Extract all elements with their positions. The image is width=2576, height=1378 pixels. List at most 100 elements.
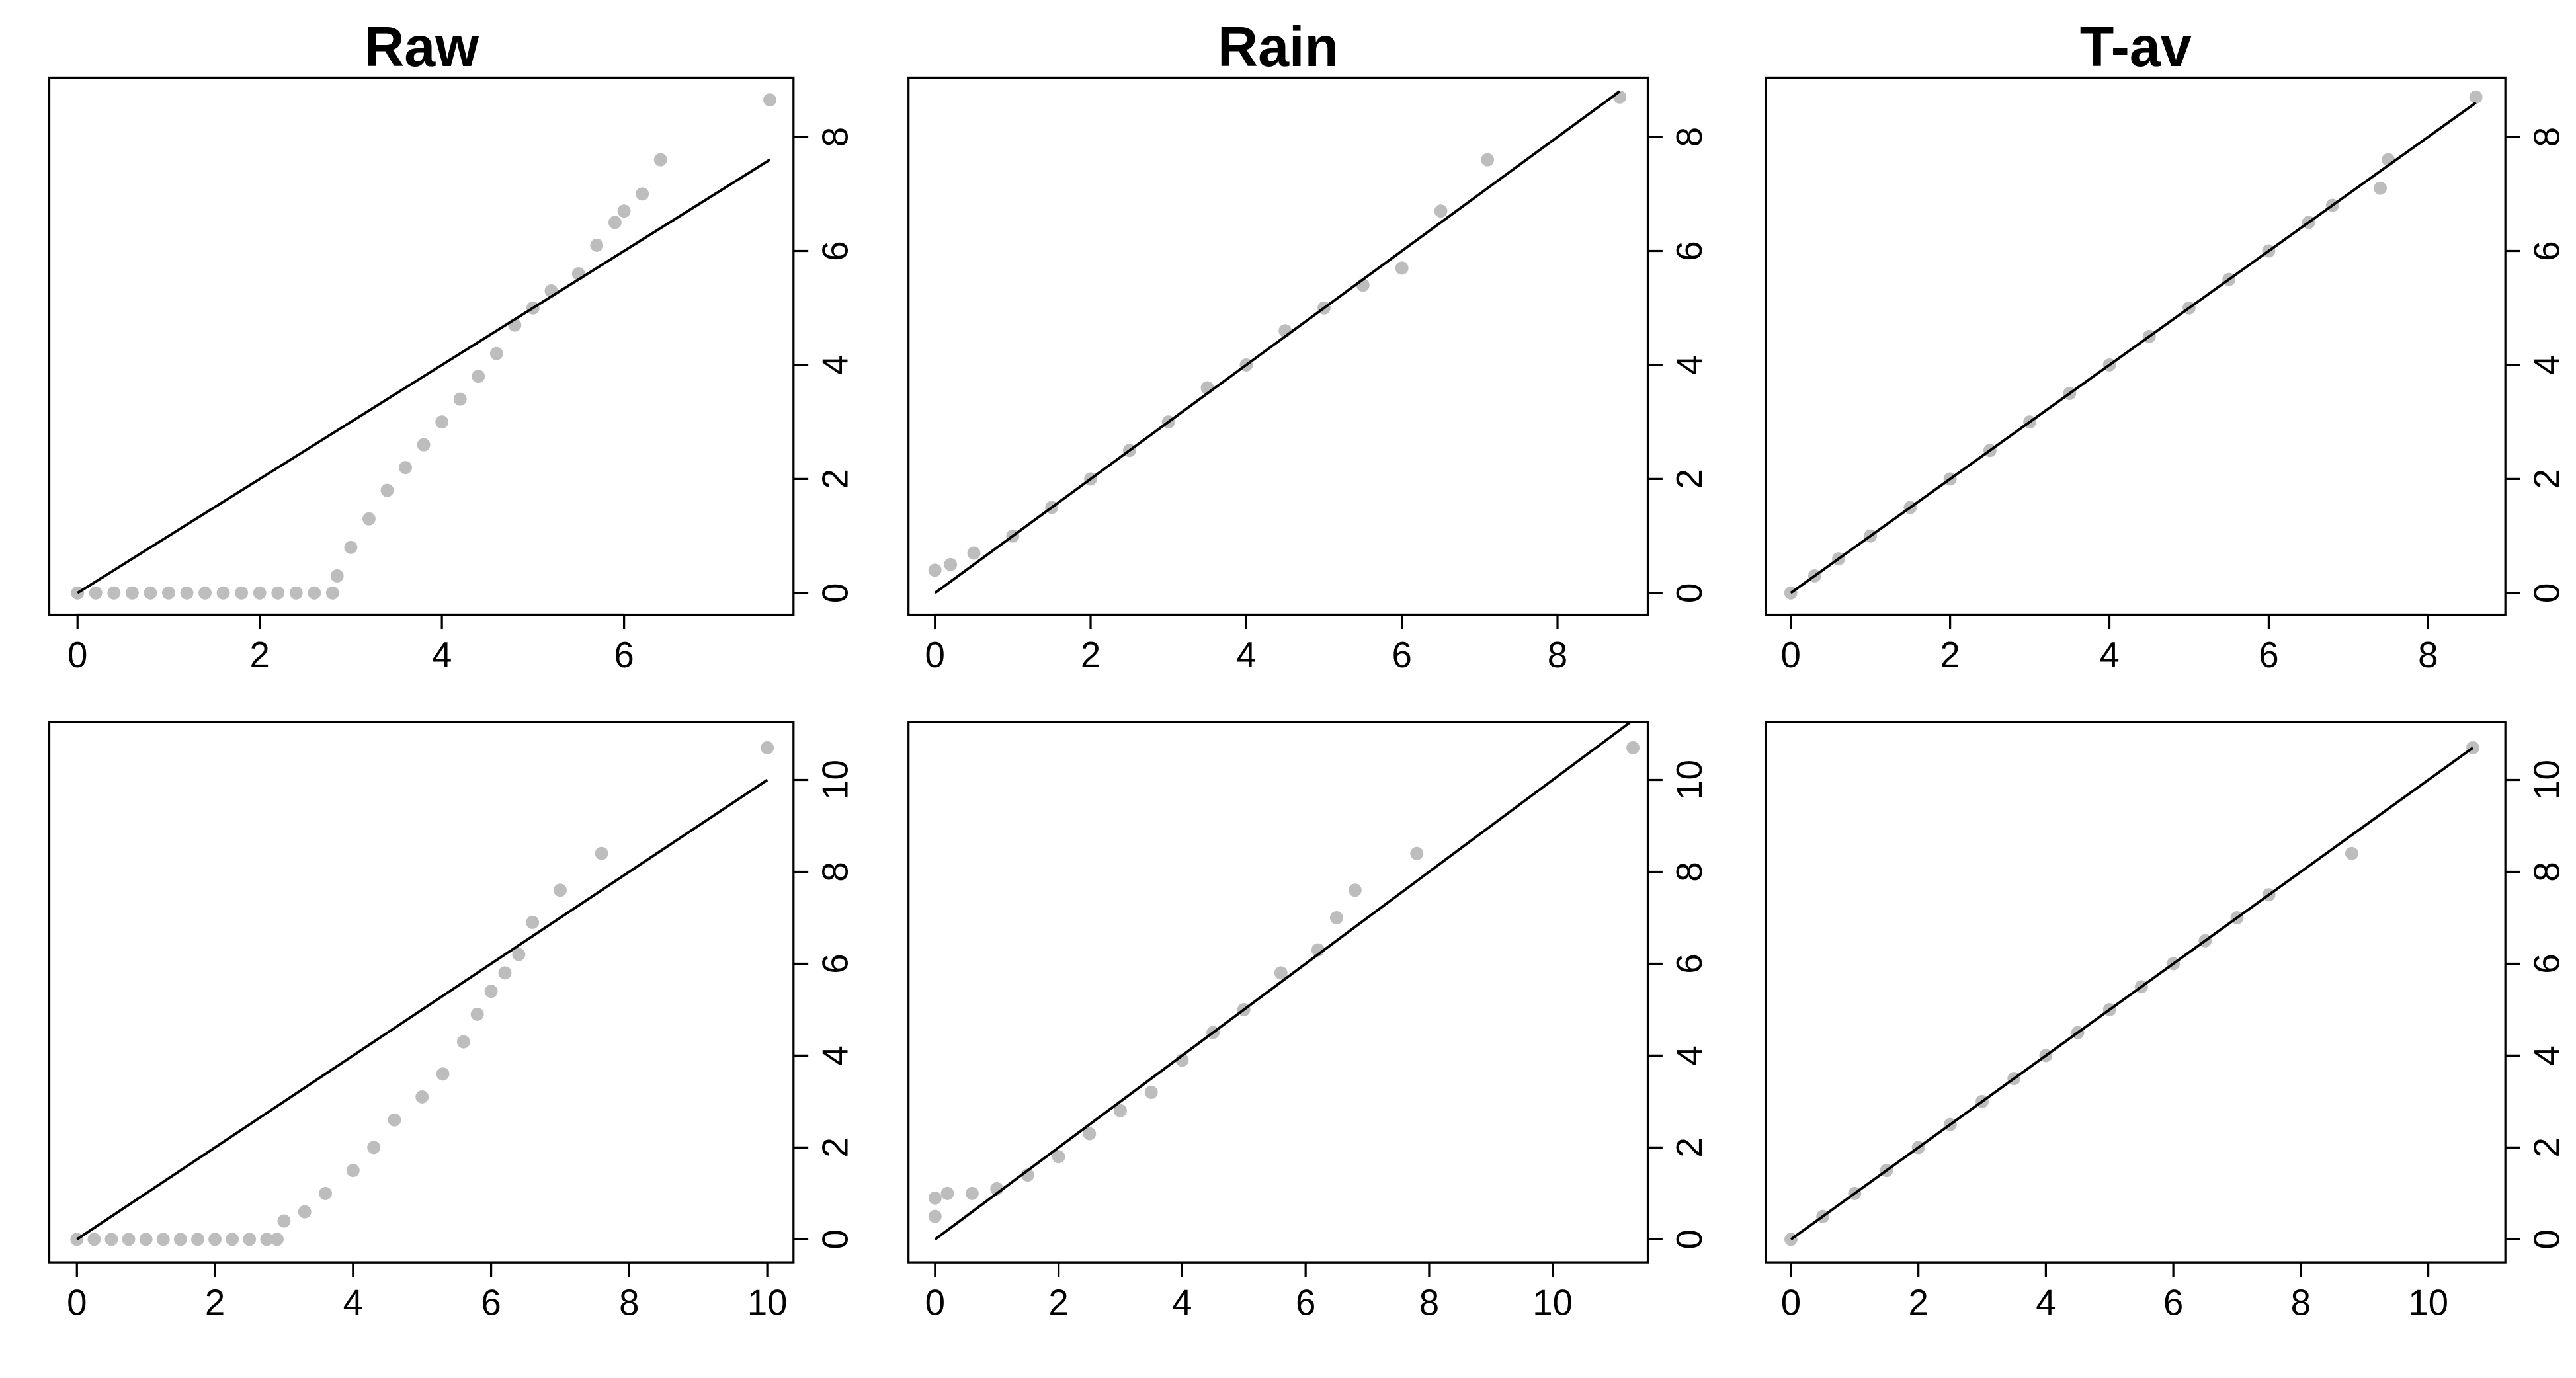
- y-tick-label: 10: [814, 760, 855, 800]
- y-tick-label: 8: [2526, 127, 2567, 147]
- y-tick-label: 0: [1669, 583, 1710, 604]
- point: [1410, 846, 1424, 860]
- point: [208, 1233, 222, 1246]
- point: [928, 1209, 942, 1223]
- point: [180, 586, 194, 600]
- panel-title: Raw: [364, 15, 479, 78]
- point: [89, 586, 103, 600]
- panel: Raw 0 2 4 6 0 2 4 6 8: [48, 15, 855, 675]
- point: [144, 586, 157, 600]
- plot-frame: [48, 721, 795, 1264]
- point: [277, 1214, 291, 1228]
- point: [71, 586, 85, 600]
- point: [319, 1186, 333, 1200]
- panel-title: Rain: [1218, 15, 1339, 78]
- point: [489, 346, 503, 360]
- y-tick-label: 2: [2526, 469, 2567, 489]
- x-tick-label: 4: [343, 1281, 363, 1322]
- y-tick-label: 0: [814, 1229, 855, 1250]
- point: [1329, 911, 1343, 924]
- point: [2469, 90, 2483, 104]
- point: [122, 1233, 136, 1246]
- point: [1083, 1127, 1097, 1141]
- point: [2345, 846, 2358, 860]
- y-tick-label: 2: [814, 1137, 855, 1158]
- point: [512, 948, 526, 961]
- x-tick-label: 10: [1532, 1281, 1573, 1322]
- point: [1144, 1086, 1158, 1099]
- point: [484, 985, 498, 998]
- point: [763, 93, 776, 107]
- x-tick-label: 6: [2163, 1281, 2183, 1322]
- y-tick-label: 4: [814, 355, 855, 376]
- y-tick-label: 8: [2526, 862, 2567, 882]
- x-tick-label: 6: [2259, 634, 2278, 675]
- point: [470, 1007, 484, 1021]
- y-tick-label: 6: [814, 953, 855, 974]
- point: [260, 1233, 274, 1246]
- point: [191, 1233, 204, 1246]
- y-tick-label: 2: [2526, 1137, 2567, 1158]
- point: [595, 846, 608, 860]
- point: [1274, 966, 1288, 980]
- x-tick-label: 8: [619, 1281, 639, 1322]
- x-tick-label: 10: [2408, 1281, 2448, 1322]
- y-tick-label: 8: [814, 862, 855, 882]
- point: [1434, 204, 1448, 218]
- x-tick-label: 0: [925, 634, 944, 675]
- plot-frame: [907, 721, 1649, 1264]
- point: [761, 741, 774, 754]
- panel: 0 2 4 6 8 10 0 2 4 6 8 10: [1765, 721, 2567, 1323]
- point: [253, 586, 267, 600]
- y-tick-label: 4: [2526, 1045, 2567, 1066]
- point: [453, 392, 467, 406]
- y-tick-label: 6: [2526, 953, 2567, 974]
- point: [940, 1186, 954, 1200]
- point: [590, 238, 604, 252]
- y-tick-label: 2: [814, 469, 855, 489]
- point: [107, 586, 121, 600]
- y-tick-label: 6: [1669, 241, 1710, 261]
- x-tick-label: 4: [2099, 634, 2119, 675]
- x-tick-label: 4: [2036, 1281, 2056, 1322]
- x-tick-label: 0: [1781, 634, 1801, 675]
- y-tick-label: 0: [2526, 583, 2567, 604]
- point: [1626, 741, 1640, 754]
- y-tick-label: 6: [2526, 241, 2567, 261]
- point: [125, 586, 139, 600]
- y-tick-label: 4: [1669, 355, 1710, 376]
- point: [198, 586, 212, 600]
- point: [965, 1186, 979, 1200]
- x-tick-label: 4: [432, 634, 452, 675]
- point: [617, 204, 631, 218]
- y-tick-label: 0: [2526, 1229, 2567, 1250]
- point: [1481, 153, 1495, 167]
- point: [388, 1113, 401, 1127]
- x-tick-label: 0: [925, 1281, 945, 1322]
- point: [325, 586, 339, 600]
- point: [235, 586, 249, 600]
- point: [1052, 1150, 1065, 1164]
- x-tick-label: 2: [205, 1281, 225, 1322]
- x-tick-label: 6: [1392, 634, 1411, 675]
- plot-frame: [48, 76, 795, 616]
- y-tick-label: 0: [814, 583, 855, 604]
- y-tick-label: 4: [814, 1045, 855, 1066]
- x-tick-label: 2: [1940, 634, 1960, 675]
- x-tick-label: 0: [1781, 1281, 1801, 1322]
- point: [367, 1141, 381, 1155]
- point: [104, 1233, 118, 1246]
- point: [436, 1067, 450, 1081]
- point: [216, 586, 230, 600]
- point: [362, 512, 376, 526]
- y-tick-label: 10: [2526, 760, 2567, 800]
- point: [289, 586, 303, 600]
- point: [271, 586, 285, 600]
- point: [173, 1233, 187, 1246]
- point: [1114, 1104, 1127, 1117]
- x-tick-label: 8: [2418, 634, 2438, 675]
- x-tick-label: 2: [1081, 634, 1101, 675]
- point: [330, 569, 344, 583]
- y-tick-label: 10: [1669, 760, 1710, 800]
